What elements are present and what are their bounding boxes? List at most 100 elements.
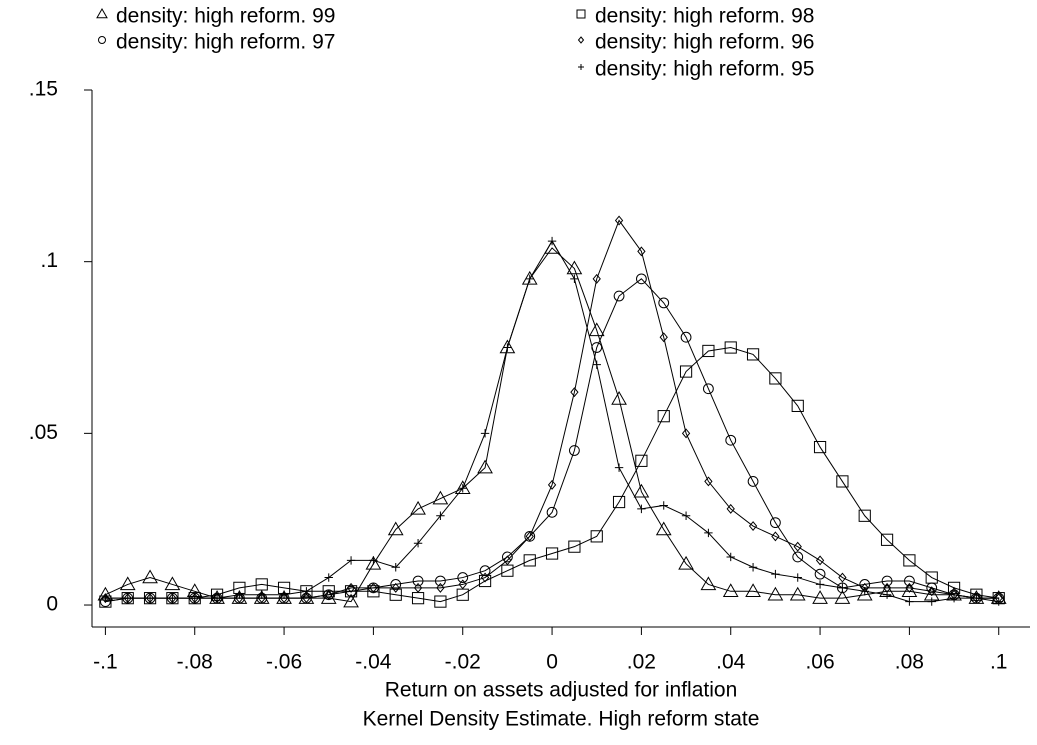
marker bbox=[904, 575, 915, 587]
marker bbox=[815, 555, 825, 566]
marker bbox=[837, 582, 848, 594]
x-tick-label: -.1 bbox=[93, 651, 118, 674]
marker bbox=[725, 434, 737, 446]
marker bbox=[724, 341, 737, 354]
marker bbox=[972, 593, 981, 604]
marker bbox=[858, 509, 871, 522]
marker bbox=[145, 593, 155, 603]
marker bbox=[432, 490, 449, 505]
marker bbox=[637, 504, 646, 514]
marker bbox=[190, 593, 199, 604]
marker bbox=[633, 483, 650, 498]
marker bbox=[369, 582, 378, 593]
marker bbox=[525, 274, 534, 284]
marker bbox=[590, 530, 603, 543]
marker bbox=[324, 589, 333, 600]
marker bbox=[566, 260, 583, 275]
marker bbox=[704, 528, 713, 538]
marker bbox=[434, 595, 447, 608]
marker bbox=[457, 572, 469, 583]
marker bbox=[834, 590, 851, 604]
marker bbox=[746, 348, 760, 361]
marker bbox=[523, 554, 536, 567]
legend-marker bbox=[98, 36, 106, 44]
marker bbox=[860, 587, 869, 596]
marker bbox=[436, 511, 445, 520]
marker bbox=[569, 445, 580, 456]
marker bbox=[570, 387, 579, 398]
marker bbox=[838, 572, 847, 583]
marker bbox=[926, 582, 938, 594]
y-tick-label: .15 bbox=[29, 78, 58, 101]
marker bbox=[767, 586, 784, 601]
legend-marker bbox=[577, 36, 585, 44]
marker bbox=[145, 593, 155, 604]
marker bbox=[703, 383, 714, 395]
marker bbox=[771, 569, 780, 579]
x-tick-label: -.02 bbox=[445, 651, 481, 674]
marker bbox=[346, 556, 356, 565]
marker bbox=[793, 541, 802, 552]
marker bbox=[793, 573, 802, 582]
marker bbox=[503, 555, 512, 566]
marker bbox=[704, 476, 713, 487]
marker bbox=[678, 555, 694, 570]
marker bbox=[480, 572, 490, 583]
x-tick-label: 0 bbox=[546, 651, 558, 674]
marker bbox=[322, 585, 335, 598]
marker bbox=[190, 593, 199, 603]
marker bbox=[658, 297, 670, 309]
marker bbox=[499, 339, 516, 354]
x-tick-label: -.04 bbox=[355, 651, 392, 674]
marker bbox=[101, 593, 110, 603]
marker bbox=[880, 533, 894, 546]
marker bbox=[814, 568, 826, 580]
marker bbox=[927, 586, 936, 597]
marker bbox=[726, 503, 735, 514]
marker bbox=[771, 531, 780, 542]
marker bbox=[255, 578, 268, 591]
marker bbox=[881, 575, 893, 587]
marker bbox=[547, 479, 557, 490]
marker bbox=[413, 539, 423, 548]
marker bbox=[458, 484, 467, 493]
legend-label: density: high reform. 98 bbox=[595, 5, 814, 28]
marker bbox=[613, 290, 625, 302]
x-tick-label: .1 bbox=[990, 651, 1008, 674]
marker bbox=[681, 511, 691, 520]
marker bbox=[592, 360, 601, 369]
marker bbox=[391, 582, 400, 593]
marker bbox=[413, 582, 423, 593]
marker bbox=[302, 587, 311, 596]
marker bbox=[545, 547, 559, 560]
legend-marker bbox=[96, 7, 108, 19]
marker bbox=[994, 597, 1003, 606]
y-tick-label: .05 bbox=[29, 421, 58, 444]
marker bbox=[748, 563, 758, 572]
marker bbox=[346, 582, 356, 593]
series-line bbox=[105, 347, 999, 603]
marker bbox=[123, 593, 132, 604]
marker bbox=[168, 593, 177, 603]
marker bbox=[614, 215, 624, 226]
marker bbox=[547, 236, 557, 246]
marker bbox=[367, 585, 380, 598]
marker bbox=[588, 322, 605, 337]
marker bbox=[614, 463, 624, 472]
marker bbox=[344, 585, 358, 598]
marker bbox=[168, 593, 177, 604]
marker bbox=[410, 500, 426, 515]
marker bbox=[257, 593, 266, 604]
legend-label: density: high reform. 96 bbox=[595, 31, 814, 54]
marker bbox=[812, 590, 828, 604]
marker bbox=[611, 391, 627, 405]
marker bbox=[387, 521, 404, 536]
marker bbox=[502, 551, 513, 563]
marker bbox=[680, 331, 692, 343]
marker bbox=[838, 583, 847, 593]
marker bbox=[302, 593, 311, 604]
marker bbox=[212, 593, 222, 603]
marker bbox=[722, 583, 739, 598]
marker bbox=[119, 576, 136, 591]
marker bbox=[235, 593, 244, 604]
